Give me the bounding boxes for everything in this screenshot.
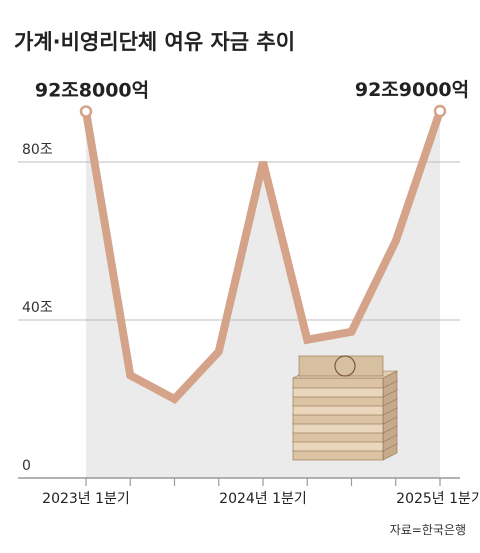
y-tick-label: 0 (22, 458, 31, 474)
x-tick-label: 2023년 1분기 (42, 491, 130, 507)
x-tick-marks (85, 478, 441, 486)
data-points (79, 104, 447, 118)
series-line (82, 109, 444, 404)
source-note: 자료=한국은행 (390, 522, 466, 537)
annotation-start: 92조8000억 (35, 79, 149, 101)
y-tick-label: 80조 (22, 142, 53, 158)
data-point (79, 105, 93, 118)
money-stack-icon (292, 355, 398, 461)
data-point (433, 104, 447, 118)
y-tick-label: 40조 (22, 300, 53, 316)
x-tick-label: 2024년 1분기 (219, 491, 307, 507)
x-tick-label: 2025년 1분기 (396, 491, 480, 507)
x-tick-labels: 2023년 1분기 2024년 1분기 2025년 1분기 (42, 491, 480, 507)
chart-title: 가계·비영리단체 여유 자금 추이 (14, 30, 295, 54)
y-tick-labels: 0 40조 80조 (22, 142, 53, 474)
annotation-end: 92조9000억 (355, 79, 469, 101)
